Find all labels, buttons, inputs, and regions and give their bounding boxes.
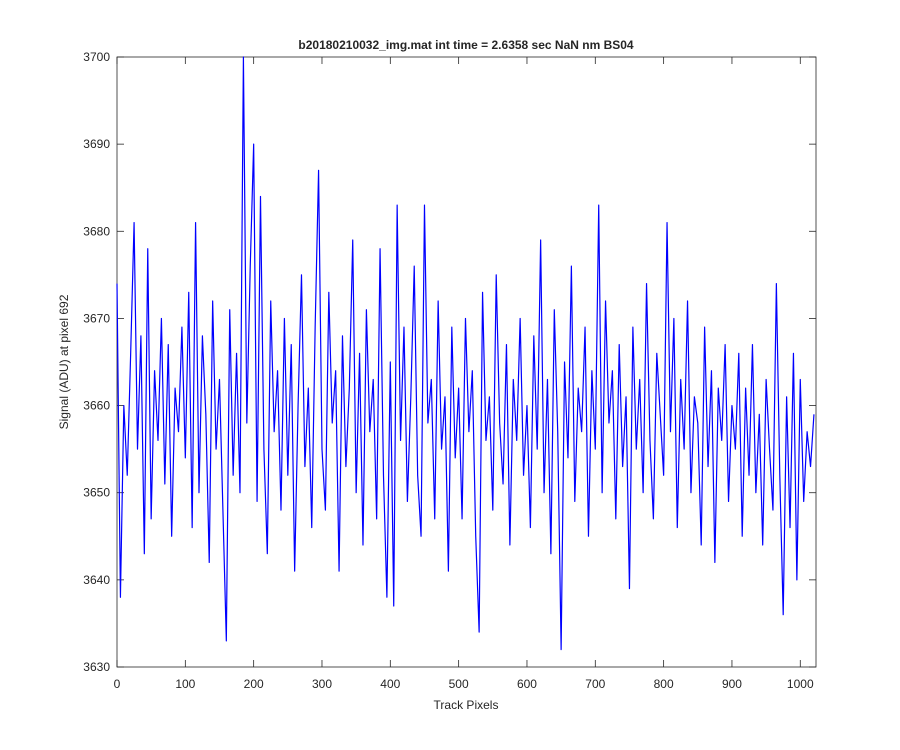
y-tick-label: 3640 (83, 573, 110, 587)
x-tick-label: 700 (585, 677, 605, 691)
x-tick-label: 200 (244, 677, 264, 691)
x-tick-label: 100 (175, 677, 195, 691)
y-axis-label: Signal (ADU) at pixel 692 (57, 294, 71, 429)
x-tick-label: 0 (114, 677, 121, 691)
x-tick-label: 900 (722, 677, 742, 691)
x-tick-label: 500 (449, 677, 469, 691)
y-tick-label: 3700 (83, 50, 110, 64)
x-tick-label: 300 (312, 677, 332, 691)
y-tick-label: 3660 (83, 399, 110, 413)
x-tick-label: 800 (654, 677, 674, 691)
x-tick-label: 400 (380, 677, 400, 691)
y-tick-label: 3670 (83, 311, 110, 325)
y-tick-label: 3630 (83, 660, 110, 674)
chart-title: b20180210032_img.mat int time = 2.6358 s… (298, 38, 634, 52)
y-tick-label: 3690 (83, 137, 110, 151)
x-tick-label: 600 (517, 677, 537, 691)
x-tick-label: 1000 (787, 677, 814, 691)
y-tick-label: 3650 (83, 486, 110, 500)
y-tick-label: 3680 (83, 224, 110, 238)
x-axis-label: Track Pixels (434, 698, 499, 712)
data-line (116, 56, 815, 651)
